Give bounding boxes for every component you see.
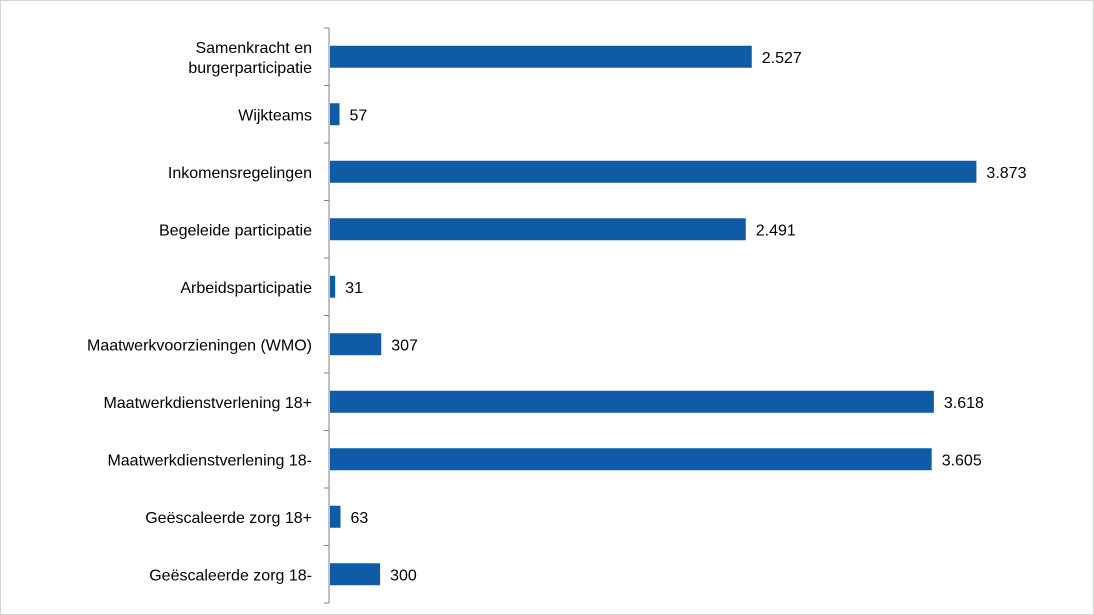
category-label: Geëscaleerde zorg 18+ (145, 510, 312, 527)
category-label-line: burgerparticipatie (188, 60, 312, 77)
value-label: 31 (345, 280, 363, 297)
bar (330, 275, 336, 298)
category-label-line: Maatwerkvoorzieningen (WMO) (87, 337, 312, 354)
category-label-line: Begeleide participatie (159, 222, 312, 239)
category-label-line: Maatwerkdienstverlening 18+ (103, 395, 312, 412)
bar (330, 563, 381, 586)
category-label: Maatwerkdienstverlening 18- (107, 452, 312, 469)
value-label: 300 (390, 567, 417, 584)
bar (330, 218, 746, 241)
bar (330, 333, 382, 356)
bar (330, 103, 340, 126)
bar (330, 390, 934, 413)
bar (330, 505, 341, 528)
category-label-line: Samenkracht en (195, 40, 312, 57)
category-label: Geëscaleerde zorg 18- (149, 567, 312, 584)
category-label: Wijkteams (238, 107, 312, 124)
category-label: Begeleide participatie (159, 222, 312, 239)
category-labels: Samenkracht en burgerparticipatie Wijkteam… (87, 40, 312, 585)
category-label-line: Arbeidsparticipatie (180, 280, 312, 297)
category-label-line: Inkomensregelingen (168, 165, 312, 182)
category-label-line: Geëscaleerde zorg 18+ (145, 510, 312, 527)
category-label: Samenkracht en burgerparticipatie (188, 40, 312, 77)
value-labels: 2.527 57 3.873 2.491 31 307 3.618 3.605 63 300 (345, 50, 1026, 585)
value-label: 57 (350, 107, 368, 124)
category-label: Maatwerkdienstverlening 18+ (103, 395, 312, 412)
category-label: Inkomensregelingen (168, 165, 312, 182)
category-label-line: Geëscaleerde zorg 18- (149, 567, 312, 584)
bar (330, 160, 977, 183)
bar (330, 45, 752, 68)
value-label: 307 (391, 337, 418, 354)
category-label: Maatwerkvoorzieningen (WMO) (87, 337, 312, 354)
value-label: 63 (351, 510, 369, 527)
value-label: 3.618 (944, 395, 984, 412)
bar (330, 448, 932, 471)
category-label-line: Maatwerkdienstverlening 18- (107, 452, 312, 469)
value-label: 2.491 (756, 222, 796, 239)
y-axis (324, 27, 330, 604)
value-label: 2.527 (762, 50, 802, 67)
bars-layer (330, 45, 977, 586)
value-label: 3.873 (986, 165, 1026, 182)
value-label: 3.605 (942, 452, 982, 469)
category-label-line: Wijkteams (238, 107, 312, 124)
category-label: Arbeidsparticipatie (180, 280, 312, 297)
